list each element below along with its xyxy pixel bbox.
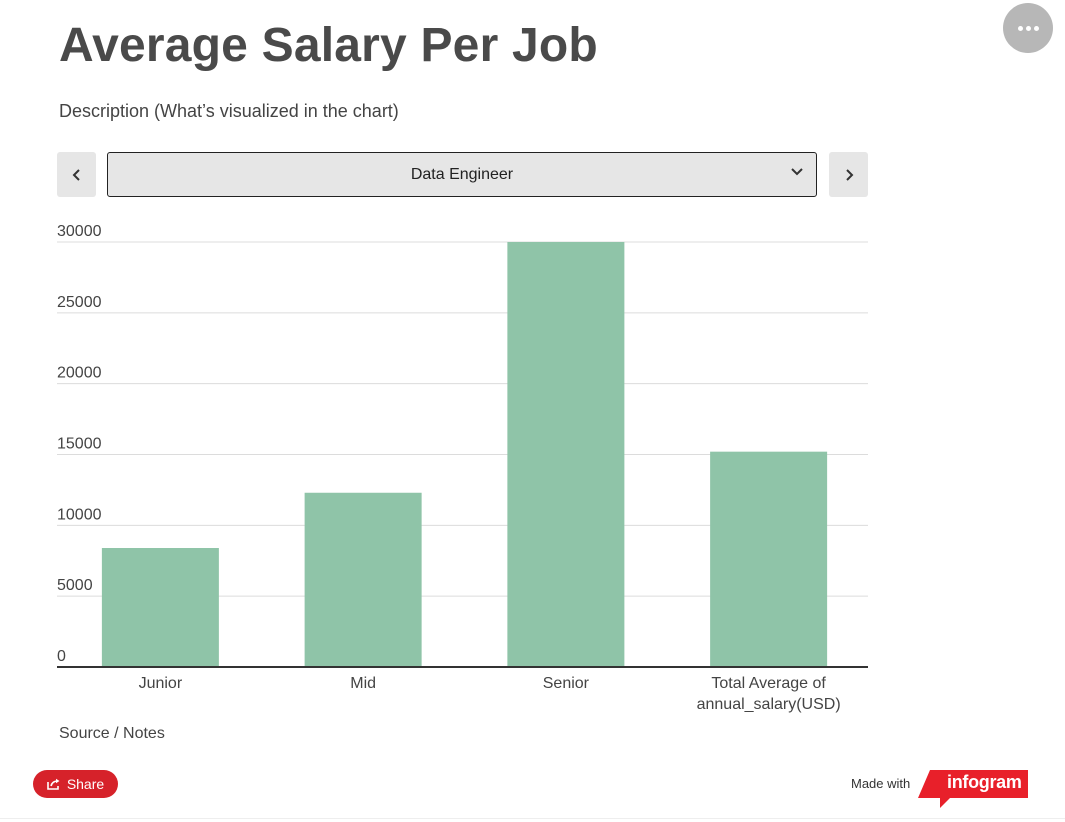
bar [304,492,422,667]
next-button[interactable] [829,152,868,197]
chart-description: Description (What’s visualized in the ch… [59,101,399,121]
share-label: Share [66,776,105,792]
y-tick-label: 20000 [57,365,102,382]
footer-divider [0,818,1065,819]
chevron-right-icon [845,168,853,181]
x-tick-label: annual_salary(USD) [697,696,841,713]
share-button[interactable]: Share [33,770,118,798]
made-with-text: Made with [851,776,911,791]
x-tick-label: Mid [350,675,376,692]
y-tick-label: 0 [57,648,66,665]
y-tick-label: 30000 [57,223,102,240]
y-tick-label: 5000 [57,577,93,594]
more-options-button[interactable] [1003,3,1053,53]
chevron-down-icon [791,168,803,176]
brand-name: infogram [947,772,1022,792]
share-icon [47,778,60,790]
dot-icon [1033,25,1039,31]
source-notes: Source / Notes [59,725,165,742]
dot-icon [1017,25,1023,31]
bar-chart: 0 5000 10000 15000 20000 25000 30000 Junior Mid S… [57,223,868,713]
chart-title: Average Salary Per Job [59,19,598,72]
bar [101,548,219,667]
chevron-left-icon [72,168,80,181]
bar [710,451,828,667]
y-tick-label: 15000 [57,436,102,453]
previous-button[interactable] [57,152,96,197]
y-tick-label: 10000 [57,506,102,523]
infogram-logo[interactable] [918,768,1030,810]
dot-icon [1025,25,1031,31]
bar [507,242,625,667]
x-tick-label: Total Average of [711,675,826,692]
x-tick-label: Senior [543,675,590,692]
y-tick-label: 25000 [57,294,102,311]
x-tick-label: Junior [139,675,183,692]
job-select-dropdown[interactable]: Data Engineer [107,152,817,197]
selected-job-label: Data Engineer [410,166,514,183]
